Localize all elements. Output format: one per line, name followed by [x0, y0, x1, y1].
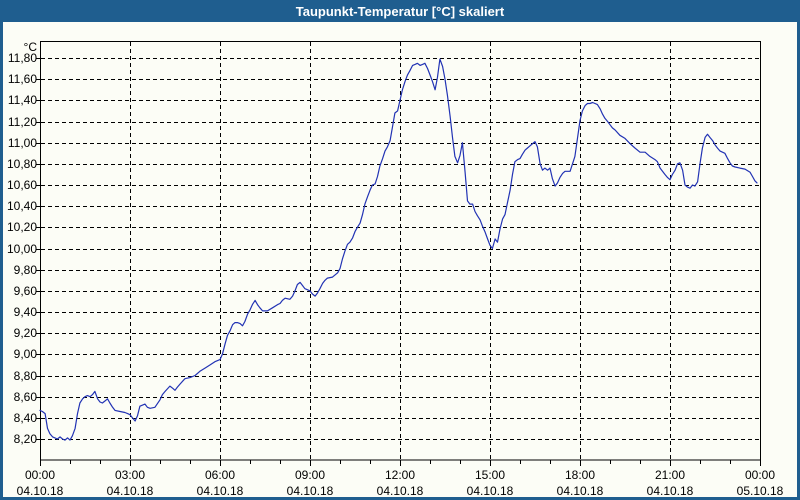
y-tick-label: 10,60 — [7, 178, 37, 192]
x-tick-date-label: 04.10.18 — [647, 484, 694, 498]
x-tick-date-label: 04.10.18 — [377, 484, 424, 498]
y-tick-label: 10,80 — [7, 157, 37, 171]
y-tick-label: 9,20 — [14, 326, 38, 340]
y-axis-unit-label: °C — [24, 40, 38, 54]
x-tick-date-label: 04.10.18 — [107, 484, 154, 498]
x-tick-date-label: 04.10.18 — [197, 484, 244, 498]
x-tick-date-label: 05.10.18 — [737, 484, 784, 498]
y-tick-label: 10,40 — [7, 199, 37, 213]
x-tick-time-label: 15:00 — [475, 468, 505, 482]
y-tick-label: 11,80 — [8, 51, 37, 65]
x-tick-date-label: 04.10.18 — [17, 484, 64, 498]
plot-border — [40, 41, 761, 461]
y-tick-label: 10,00 — [7, 242, 37, 256]
y-tick-label: 9,00 — [14, 347, 38, 361]
y-tick-label: 9,40 — [14, 305, 38, 319]
y-tick-label: 11,40 — [8, 93, 37, 107]
y-tick-label: 8,80 — [14, 369, 38, 383]
data-line — [39, 58, 758, 441]
x-tick-time-label: 06:00 — [205, 468, 235, 482]
chart-title: Taupunkt-Temperatur [°C] skaliert — [295, 3, 505, 19]
y-tick-label: 11,00 — [8, 136, 37, 150]
window-border-right — [797, 22, 800, 500]
x-tick-time-label: 09:00 — [295, 468, 325, 482]
x-tick-time-label: 00:00 — [745, 468, 775, 482]
y-tick-label: 8,60 — [14, 390, 38, 404]
x-tick-time-label: 03:00 — [115, 468, 145, 482]
x-tick-time-label: 12:00 — [385, 468, 415, 482]
x-tick-date-label: 04.10.18 — [557, 484, 604, 498]
x-tick-date-label: 04.10.18 — [467, 484, 514, 498]
y-tick-label: 11,20 — [8, 115, 37, 129]
x-tick-date-label: 04.10.18 — [287, 484, 334, 498]
x-tick-time-label: 00:00 — [25, 468, 55, 482]
title-bar: Taupunkt-Temperatur [°C] skaliert — [0, 0, 800, 22]
y-tick-label: 11,60 — [8, 72, 37, 86]
window-border-left — [0, 22, 3, 500]
y-tick-label: 8,40 — [14, 411, 38, 425]
y-tick-label: 8,20 — [14, 432, 38, 446]
window-border-bottom — [0, 497, 800, 500]
x-tick-time-label: 18:00 — [565, 468, 595, 482]
y-tick-label: 10,20 — [7, 220, 37, 234]
y-tick-label: 9,60 — [14, 284, 38, 298]
x-tick-time-label: 21:00 — [655, 468, 685, 482]
y-tick-label: 9,80 — [14, 263, 38, 277]
